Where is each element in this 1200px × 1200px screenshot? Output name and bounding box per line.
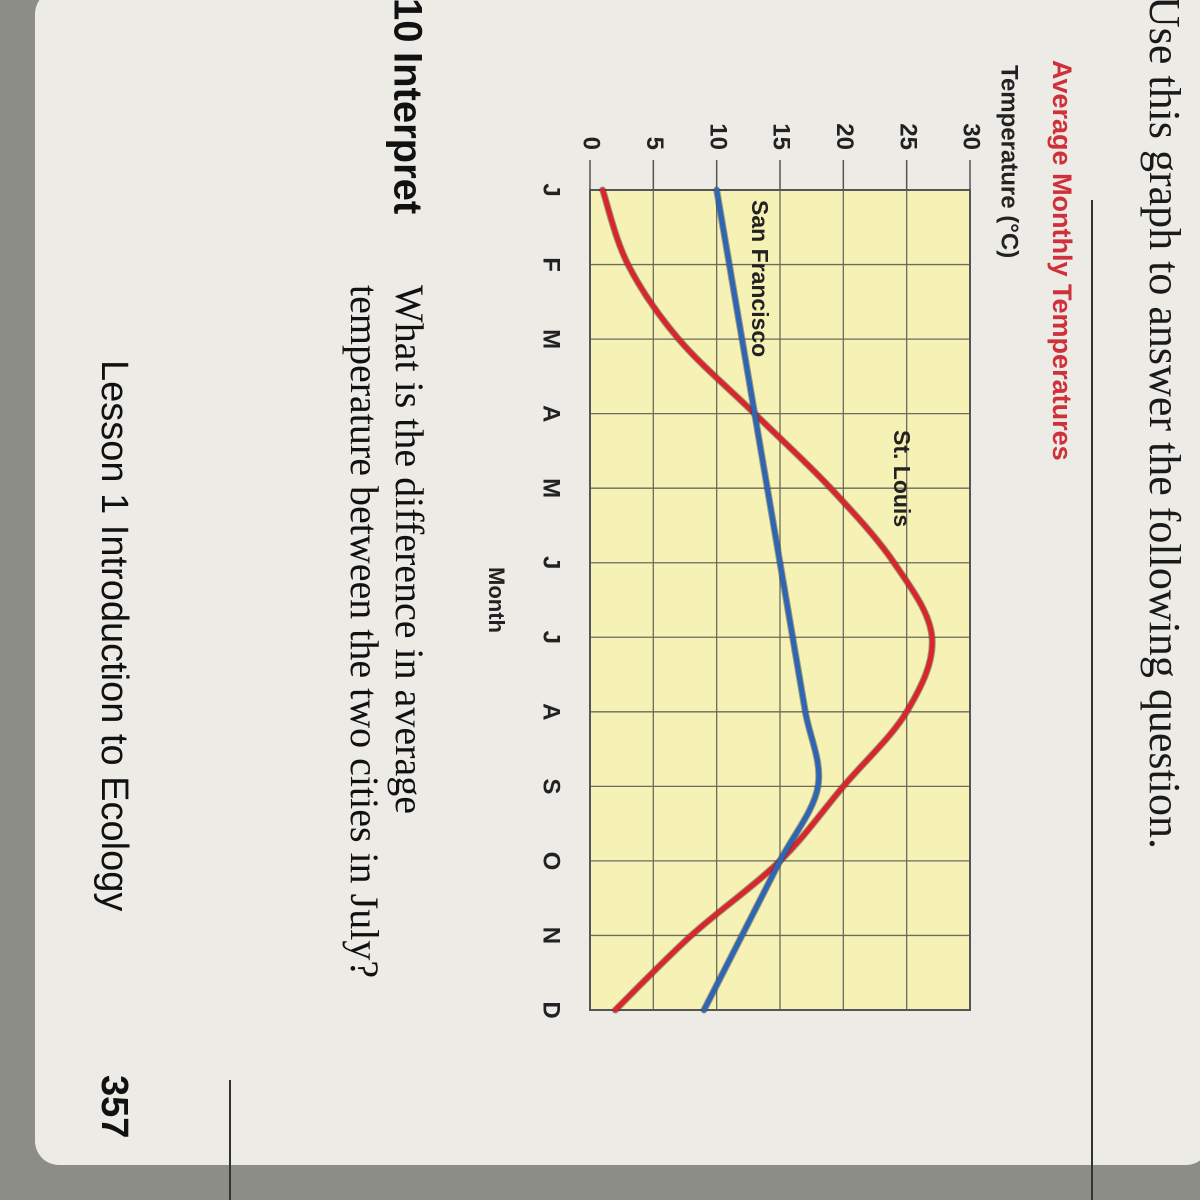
- y-tick-label: 5: [641, 137, 668, 150]
- x-axis-label: Month: [484, 567, 509, 633]
- series-line: [600, 187, 935, 1013]
- chart-title: Average Monthly Temperatures: [1047, 60, 1077, 461]
- x-tick-label: S: [538, 778, 565, 794]
- y-axis-label: Temperature (°C): [996, 65, 1023, 258]
- series-label: St. Louis: [889, 430, 915, 527]
- textbook-page: Use this graph to answer the following q…: [35, 0, 1200, 1200]
- x-tick-label: F: [538, 257, 565, 272]
- series-label: San Francisco: [747, 200, 773, 357]
- x-tick-label: J: [538, 631, 565, 644]
- y-tick-label: 10: [704, 123, 731, 150]
- y-tick-label: 30: [958, 123, 985, 150]
- x-tick-label: J: [538, 556, 565, 569]
- instruction: Use this graph to answer the following q…: [1140, 0, 1189, 849]
- x-tick-label: M: [538, 329, 565, 349]
- x-tick-label: O: [538, 852, 565, 871]
- x-tick-label: M: [538, 478, 565, 498]
- series-line: [701, 187, 822, 1013]
- x-tick-label: J: [538, 183, 565, 196]
- y-tick-label: 20: [831, 123, 858, 150]
- y-tick-label: 25: [894, 123, 921, 150]
- x-tick-label: N: [538, 927, 565, 944]
- question-label: Interpret: [385, 52, 429, 214]
- x-tick-label: A: [538, 405, 565, 422]
- footer-lesson: Lesson 1 Introduction to Ecology: [93, 360, 135, 911]
- page-number: 357: [93, 1075, 135, 1138]
- y-tick-label: 0: [578, 137, 605, 150]
- x-tick-label: D: [538, 1001, 565, 1018]
- y-tick-label: 15: [768, 123, 795, 150]
- question-line: What is the difference in average: [387, 285, 432, 814]
- question-number: 10: [385, 0, 429, 43]
- question-line: temperature between the two cities in Ju…: [342, 285, 387, 978]
- x-tick-label: A: [538, 703, 565, 720]
- plot-frame: [589, 189, 971, 1011]
